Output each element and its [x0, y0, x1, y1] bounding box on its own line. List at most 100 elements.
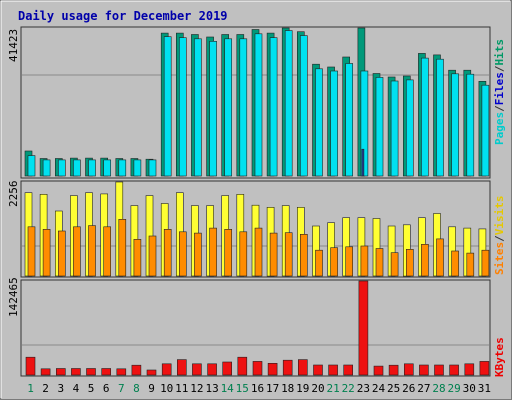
- bar-sites-day-22: [345, 246, 354, 277]
- x-label-day-6: 6: [103, 382, 110, 395]
- bar-kbytes-day-14: [222, 361, 232, 376]
- bar-kbytes-day-10: [161, 363, 172, 376]
- top-ymax-label: 41423: [7, 29, 20, 62]
- bottom-ymax-label: 142465: [7, 277, 20, 317]
- x-label-day-20: 20: [311, 382, 324, 395]
- x-label-day-7: 7: [118, 382, 125, 395]
- side-label-part: /: [493, 235, 506, 242]
- bar-kbytes-day-16: [252, 361, 263, 376]
- bar-pages-day-20: [315, 68, 323, 177]
- bar-pages-day-27: [421, 57, 429, 177]
- bar-pages-day-5: [88, 159, 96, 177]
- x-label-day-26: 26: [402, 382, 415, 395]
- x-label-day-25: 25: [387, 382, 400, 395]
- bar-kbytes-day-24: [373, 365, 384, 376]
- bar-pages-day-1: [27, 155, 36, 177]
- x-label-day-24: 24: [372, 382, 386, 395]
- bar-pages-day-4: [73, 159, 81, 177]
- x-label-day-22: 22: [342, 382, 355, 395]
- x-label-day-23: 23: [357, 382, 370, 395]
- chart-title: Daily usage for December 2019: [18, 9, 228, 23]
- bar-sites-day-31: [481, 249, 490, 277]
- bar-pages-day-30: [466, 73, 475, 177]
- x-label-day-9: 9: [148, 382, 155, 395]
- bar-pages-day-6: [103, 159, 111, 177]
- bar-kbytes-day-17: [267, 362, 278, 376]
- bar-sites-day-1: [27, 226, 36, 277]
- bar-kbytes-day-2: [40, 368, 51, 376]
- x-label-day-17: 17: [266, 382, 279, 395]
- bar-sites-day-21: [330, 247, 338, 277]
- bar-sites-day-23: [360, 245, 369, 277]
- bar-kbytes-day-19: [297, 359, 308, 376]
- bar-kbytes-day-25: [388, 364, 399, 376]
- bar-kbytes-day-7: [116, 368, 127, 376]
- x-label-day-29: 29: [447, 382, 460, 395]
- bar-sites-day-17: [269, 232, 278, 277]
- bar-kbytes-day-4: [71, 368, 81, 376]
- side-label-part: Files: [493, 72, 506, 105]
- bar-sites-day-12: [194, 232, 202, 277]
- bar-kbytes-day-23: [358, 280, 369, 376]
- x-label-day-8: 8: [133, 382, 140, 395]
- bar-sites-day-28: [436, 238, 444, 277]
- bar-sites-day-24: [375, 248, 384, 277]
- bar-pages-day-8: [133, 159, 142, 177]
- bar-pages-day-24: [375, 77, 384, 177]
- bar-sites-day-7: [118, 219, 127, 277]
- side-label-middle: Sites/Visits: [493, 196, 506, 276]
- bar-sites-day-6: [103, 226, 111, 277]
- x-label-day-28: 28: [432, 382, 445, 395]
- side-label-part: Hits: [493, 39, 506, 66]
- bar-pages-day-28: [436, 58, 444, 177]
- x-label-day-2: 2: [42, 382, 49, 395]
- bar-sites-day-19: [299, 234, 308, 277]
- x-label-day-18: 18: [281, 382, 294, 395]
- bar-kbytes-day-20: [313, 364, 323, 376]
- side-label-part: /: [493, 65, 506, 72]
- x-label-day-3: 3: [57, 382, 64, 395]
- x-label-day-10: 10: [160, 382, 173, 395]
- bar-sites-day-18: [284, 232, 293, 277]
- bar-sites-day-10: [163, 229, 172, 277]
- bar-pages-day-26: [405, 79, 414, 177]
- bar-pages-day-19: [299, 35, 308, 177]
- x-axis-labels: 1 2 3 4 5 6 7 8 9 10 11 12 13 14 15 16 17 18 19 20 21 22 23 24 2…: [27, 382, 491, 395]
- bar-pages-day-10: [163, 36, 172, 177]
- bar-pages-day-3: [57, 159, 66, 177]
- bar-pages-day-16: [254, 33, 263, 177]
- side-label-top: Pages/Files/Hits: [493, 39, 506, 145]
- x-label-day-19: 19: [296, 382, 309, 395]
- bar-kbytes-day-22: [343, 364, 354, 376]
- bar-kbytes-day-28: [434, 364, 444, 376]
- middle-ymax-label: 2256: [7, 181, 20, 208]
- bar-sites-day-11: [179, 231, 187, 277]
- bar-kbytes-day-26: [403, 363, 414, 376]
- bar-pages-day-23: [360, 70, 369, 177]
- bar-kbytes-day-29: [449, 364, 459, 376]
- bar-sites-day-30: [466, 252, 475, 277]
- bar-pages-day-13: [209, 40, 217, 177]
- bar-pages-day-22: [345, 63, 354, 177]
- bar-sites-day-3: [57, 230, 66, 277]
- x-label-day-5: 5: [88, 382, 95, 395]
- bar-files-day-23: [361, 148, 365, 177]
- bar-pages-day-11: [179, 37, 187, 177]
- bar-sites-day-25: [390, 252, 399, 277]
- bar-kbytes-day-12: [192, 363, 202, 376]
- bar-pages-day-14: [224, 38, 232, 177]
- x-label-day-1: 1: [27, 382, 34, 395]
- x-label-day-27: 27: [417, 382, 430, 395]
- bar-kbytes-day-8: [131, 364, 142, 376]
- x-label-day-11: 11: [175, 382, 188, 395]
- bar-pages-day-21: [330, 70, 338, 177]
- x-label-day-30: 30: [463, 382, 476, 395]
- bar-sites-day-13: [209, 227, 217, 277]
- bar-sites-day-4: [73, 226, 81, 277]
- bar-pages-day-31: [481, 84, 490, 177]
- bar-kbytes-day-21: [328, 364, 338, 376]
- x-label-day-15: 15: [236, 382, 249, 395]
- bar-pages-day-7: [118, 159, 127, 177]
